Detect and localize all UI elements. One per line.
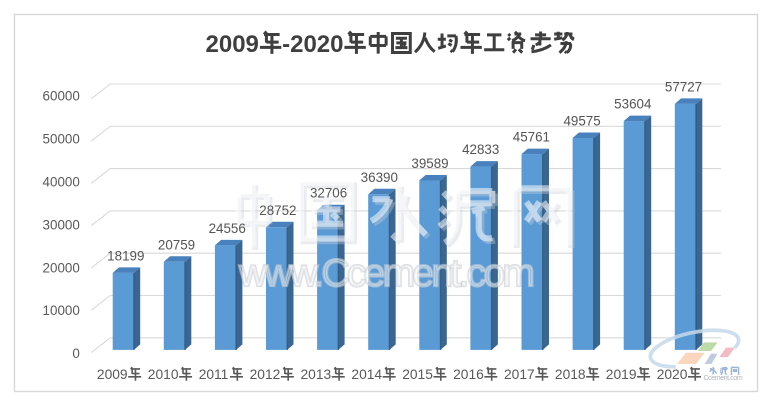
svg-text:49575: 49575: [563, 114, 600, 129]
svg-text:40000: 40000: [43, 174, 80, 189]
svg-text:2012: 2012: [250, 367, 281, 382]
svg-text:50000: 50000: [43, 132, 80, 147]
svg-text:30000: 30000: [43, 217, 80, 232]
svg-text:2018: 2018: [555, 367, 586, 382]
svg-text:-: -: [282, 31, 290, 58]
svg-text:36390: 36390: [361, 170, 398, 185]
svg-text:2020: 2020: [290, 31, 343, 58]
svg-text:2020: 2020: [657, 367, 688, 382]
svg-text:42833: 42833: [462, 142, 499, 157]
svg-text:Ccement.com: Ccement.com: [704, 375, 743, 382]
svg-text:www.Ccement.com: www.Ccement.com: [238, 252, 532, 295]
svg-text:2009: 2009: [97, 367, 128, 382]
svg-text:2013: 2013: [301, 367, 332, 382]
svg-text:2017: 2017: [504, 367, 535, 382]
svg-text:20759: 20759: [158, 237, 195, 252]
svg-text:32706: 32706: [310, 186, 347, 201]
svg-text:10000: 10000: [43, 303, 80, 318]
svg-text:2015: 2015: [402, 367, 433, 382]
svg-text:2011: 2011: [199, 367, 229, 382]
svg-text:2019: 2019: [606, 367, 637, 382]
svg-text:18199: 18199: [107, 248, 144, 263]
svg-text:20000: 20000: [43, 260, 80, 275]
svg-text:53604: 53604: [614, 97, 652, 112]
svg-text:2014: 2014: [351, 367, 382, 382]
svg-text:0: 0: [72, 346, 79, 361]
svg-text:39589: 39589: [411, 156, 448, 171]
svg-text:2016: 2016: [453, 367, 484, 382]
svg-text:57727: 57727: [665, 79, 702, 94]
svg-text:2009: 2009: [206, 31, 259, 58]
svg-text:45761: 45761: [513, 130, 550, 145]
svg-text:28752: 28752: [259, 203, 296, 218]
svg-text:24556: 24556: [209, 221, 246, 236]
svg-text:2010: 2010: [148, 367, 179, 382]
svg-text:60000: 60000: [43, 89, 80, 104]
